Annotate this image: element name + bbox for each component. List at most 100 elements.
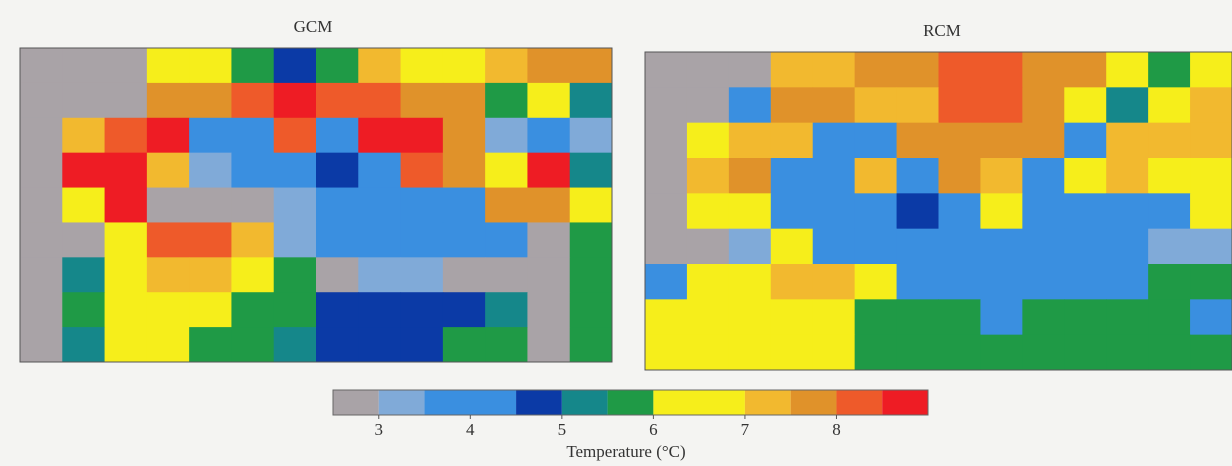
panel-title: RCM	[923, 21, 961, 40]
map-cell	[485, 257, 528, 292]
map-cell	[1022, 158, 1064, 194]
map-cell	[62, 327, 105, 362]
map-cell	[527, 83, 570, 118]
map-cell	[687, 193, 729, 229]
map-cell	[1148, 52, 1190, 88]
map-cell	[62, 188, 105, 223]
map-cell	[527, 48, 570, 83]
map-cell	[1064, 52, 1106, 88]
map-cell	[231, 327, 274, 362]
map-cell	[729, 87, 771, 123]
map-cell	[687, 229, 729, 265]
map-cell	[147, 292, 190, 327]
map-cell	[443, 48, 486, 83]
map-cell	[231, 118, 274, 153]
map-cell	[443, 118, 486, 153]
map-cell	[729, 299, 771, 335]
map-cell	[105, 83, 148, 118]
map-cell	[401, 153, 444, 188]
map-cell	[189, 48, 232, 83]
map-cell	[147, 153, 190, 188]
map-cell	[443, 188, 486, 223]
colorbar-tick-label: 4	[466, 420, 475, 439]
map-cell	[813, 158, 855, 194]
map-cell	[1148, 299, 1190, 335]
map-cell	[274, 257, 317, 292]
map-cell	[358, 222, 401, 257]
map-cell	[1106, 264, 1148, 300]
map-cell	[1064, 229, 1106, 265]
map-cell	[20, 48, 63, 83]
map-cell	[20, 327, 63, 362]
map-cell	[20, 292, 63, 327]
map-cell	[645, 299, 687, 335]
map-cell	[1064, 123, 1106, 159]
map-cell	[897, 193, 939, 229]
map-cell	[687, 87, 729, 123]
map-cell	[358, 118, 401, 153]
map-cell	[443, 327, 486, 362]
map-cell	[274, 327, 317, 362]
map-cell	[855, 193, 897, 229]
map-cell	[147, 257, 190, 292]
figure: GCM RCM Temperature (°C) 345678	[0, 0, 1232, 466]
map-cell	[729, 52, 771, 88]
map-cell	[147, 188, 190, 223]
map-cell	[813, 87, 855, 123]
map-cell	[189, 83, 232, 118]
colorbar-segment	[745, 390, 791, 415]
map-cell	[1148, 264, 1190, 300]
map-cell	[274, 292, 317, 327]
map-cell	[401, 188, 444, 223]
map-cell	[570, 48, 613, 83]
map-cell	[443, 153, 486, 188]
map-cell	[443, 83, 486, 118]
map-cell	[813, 229, 855, 265]
map-cell	[274, 118, 317, 153]
map-cell	[813, 264, 855, 300]
map-cell	[855, 335, 897, 371]
map-cell	[189, 257, 232, 292]
colorbar-segment	[653, 390, 745, 415]
map-cell	[939, 158, 981, 194]
map-cell	[485, 153, 528, 188]
map-cell	[855, 87, 897, 123]
map-cell	[316, 222, 359, 257]
colorbar-segment	[425, 390, 517, 415]
map-cell	[358, 188, 401, 223]
map-cell	[1190, 299, 1232, 335]
map-cell	[274, 222, 317, 257]
map-cell	[855, 52, 897, 88]
map-cell	[485, 118, 528, 153]
map-cell	[485, 327, 528, 362]
map-cell	[147, 118, 190, 153]
map-cell	[570, 153, 613, 188]
map-cell	[62, 153, 105, 188]
map-cell	[105, 327, 148, 362]
map-cell	[729, 193, 771, 229]
map-cell	[813, 193, 855, 229]
colorbar-segment	[516, 390, 562, 415]
map-cell	[897, 158, 939, 194]
map-cell	[189, 222, 232, 257]
map-cell	[485, 292, 528, 327]
map-cell	[527, 257, 570, 292]
map-cell	[855, 158, 897, 194]
map-cell	[189, 118, 232, 153]
map-cell	[231, 222, 274, 257]
map-cell	[939, 87, 981, 123]
map-cell	[1148, 158, 1190, 194]
map-cell	[855, 299, 897, 335]
map-cell	[105, 153, 148, 188]
map-cell	[980, 335, 1022, 371]
map-cell	[897, 123, 939, 159]
map-cell	[231, 153, 274, 188]
map-cell	[358, 257, 401, 292]
map-cell	[687, 335, 729, 371]
map-cell	[645, 52, 687, 88]
map-cell	[485, 83, 528, 118]
map-cell	[147, 222, 190, 257]
map-cell	[1064, 299, 1106, 335]
map-cell	[358, 292, 401, 327]
map-cell	[1106, 52, 1148, 88]
